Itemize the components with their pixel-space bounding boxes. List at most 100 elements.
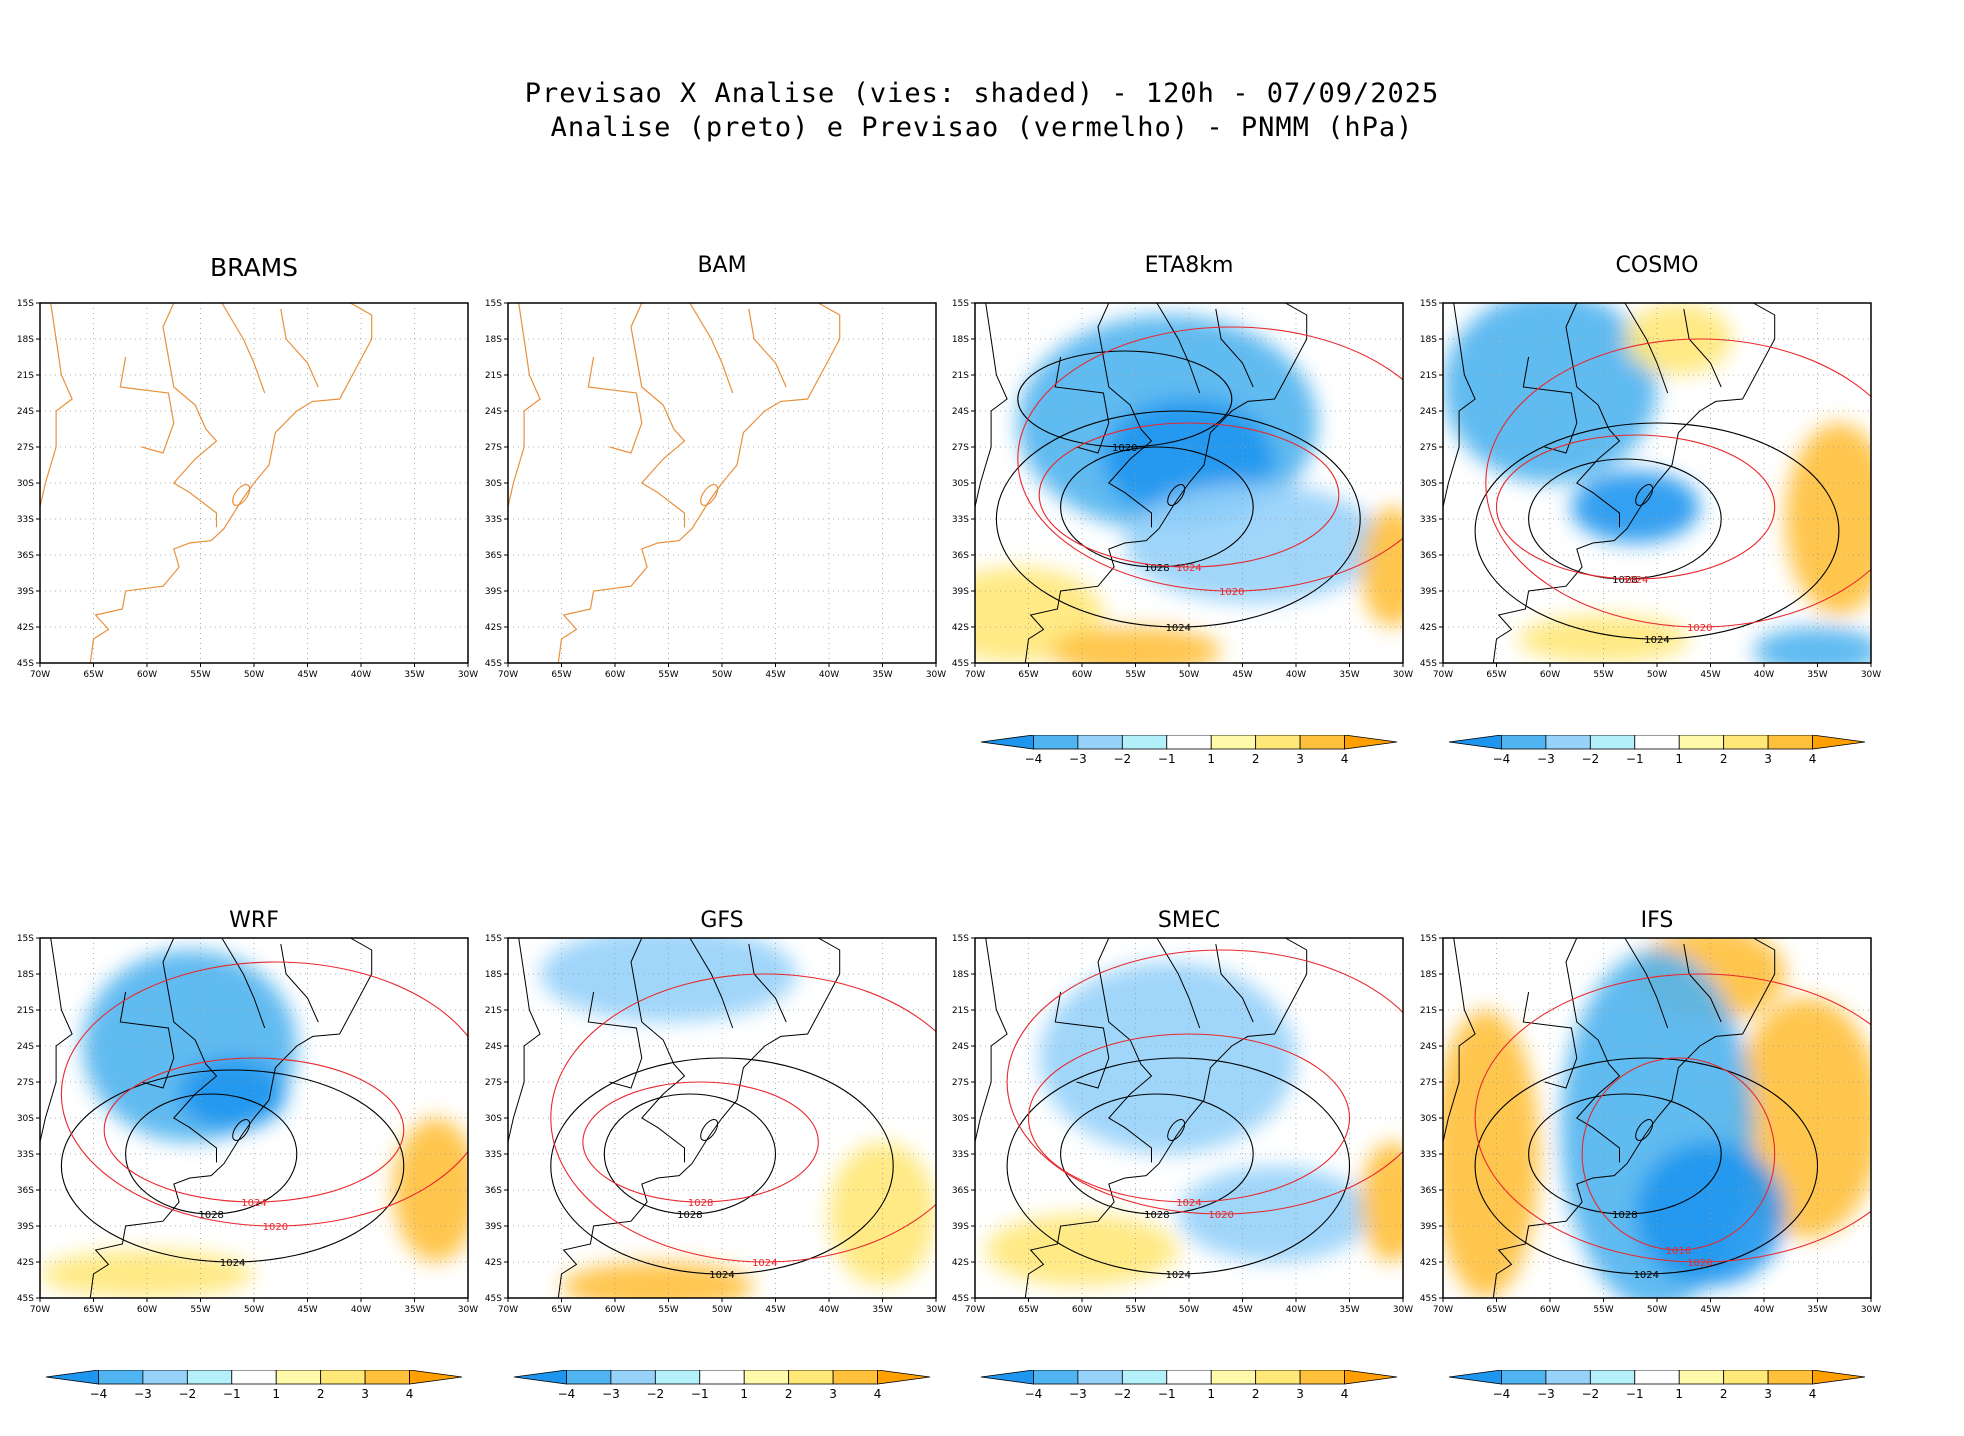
lon-tick-label: 40W [1754,1305,1774,1315]
forecast-contour [1485,338,1871,628]
analysis-contour-label: 1028 [1612,575,1637,586]
colorbar-segment [788,1370,834,1385]
lon-tick-label: 45W [765,670,785,680]
lon-tick-label: 55W [658,1305,678,1315]
lat-tick-label: 18S [1420,335,1437,345]
lon-tick-label: 60W [1540,1305,1560,1315]
lat-tick-label: 27S [485,1078,502,1088]
geo-line [689,303,734,394]
colorbar-segment [566,1370,612,1385]
geo-line [1054,356,1110,454]
colorbar-segment [231,1370,277,1385]
colorbar-label: −3 [134,1387,152,1401]
forecast-contour-label: 1024 [752,1258,777,1269]
forecast-contour [1495,434,1776,580]
geo-line [280,943,319,1023]
lat-tick-label: 21S [17,371,34,381]
analysis-contour-label: 1028 [1144,1210,1169,1221]
geo-line [975,938,1008,1143]
bias-blob [985,1214,1179,1286]
lat-tick-label: 18S [485,335,502,345]
lon-tick-label: 65W [1486,670,1506,680]
lat-tick-label: 27S [485,443,502,453]
lon-tick-label: 55W [1125,670,1145,680]
lon-tick-label: 40W [819,670,839,680]
colorbar-arrow-left [1448,735,1502,750]
lat-tick-label: 21S [1420,371,1437,381]
lat-tick-label: 42S [952,623,969,633]
lat-tick-label: 27S [952,1078,969,1088]
analysis-contour [125,1093,298,1215]
colorbar-segment [1767,735,1813,750]
geo-line [89,303,373,663]
lat-tick-label: 15S [1420,299,1437,309]
colorbar-segment [1299,735,1345,750]
colorbar-segment [1121,1370,1168,1385]
colorbar-label: 2 [1720,1387,1728,1401]
geo-line [630,938,686,1163]
bias-blob [540,938,797,1022]
lat-tick-label: 21S [1420,1006,1437,1016]
map-area: 1028 1024 1028 1024 [508,938,936,1298]
lon-tick-label: 60W [605,670,625,680]
map-area [508,303,936,663]
lat-tick-label: 27S [17,1078,34,1088]
colorbar-arrow-right [877,1370,931,1385]
lon-tick-label: 55W [658,670,678,680]
lon-tick-label: 50W [712,670,732,680]
forecast-contour [1006,949,1403,1215]
colorbar-segment [654,1370,701,1385]
forecast-contour-label: 1024 [1176,563,1201,574]
colorbar-label: 2 [785,1387,793,1401]
colorbar-label: −2 [1581,1387,1599,1401]
colorbar-label: −4 [90,1387,108,1401]
lat-tick-label: 45S [485,659,502,669]
colorbar-label: 3 [1296,1387,1304,1401]
lon-tick-label: 45W [1232,1305,1252,1315]
colorbar-label: −1 [223,1387,241,1401]
colorbar-segment [1166,735,1212,750]
colorbar-arrow-right [1344,1370,1398,1385]
analysis-contour-label: 1024 [1166,1270,1191,1281]
colorbar-segment [1678,1370,1725,1385]
lat-tick-label: 42S [485,1258,502,1268]
analysis-contour [1474,1057,1819,1275]
lat-tick-label: 21S [952,371,969,381]
colorbar-label: −3 [1537,1387,1555,1401]
geo-line [587,991,643,1089]
lagoon [700,483,719,507]
colorbar-arrow-right [1812,735,1866,750]
analysis-contour-label: 1024 [220,1258,245,1269]
lat-tick-label: 24S [952,1042,969,1052]
lon-tick-label: 55W [1125,1305,1145,1315]
forecast-contour [1581,1057,1776,1251]
geo-line [119,991,175,1089]
colorbar-segment [364,1370,410,1385]
colorbar-segment [1634,735,1680,750]
lat-tick-label: 45S [952,659,969,669]
lat-tick-label: 24S [17,407,34,417]
lat-tick-label: 18S [17,970,34,980]
lat-tick-label: 42S [952,1258,969,1268]
geo-line [1624,303,1669,394]
colorbar-label: 4 [1809,1387,1817,1401]
coastline-borders [40,938,373,1298]
panel-title-ifs: IFS [1640,908,1674,933]
colorbar-segment [1033,1370,1079,1385]
geo-line [40,303,73,508]
lon-tick-label: 35W [1807,1305,1827,1315]
coastline-borders [1443,938,1776,1298]
coastline-borders [40,303,373,663]
colorbar-segment [1723,735,1769,750]
lat-tick-label: 39S [17,1222,34,1232]
analysis-contour-label: 1028 [198,1210,223,1221]
lat-tick-label: 18S [17,335,34,345]
lat-tick-label: 36S [1420,551,1437,561]
lon-tick-label: 65W [1018,1305,1038,1315]
lagoon [1167,484,1186,506]
forecast-contour [1027,1033,1351,1203]
lon-tick-label: 70W [498,670,518,680]
geo-line [689,938,734,1029]
lat-tick-label: 33S [952,515,969,525]
